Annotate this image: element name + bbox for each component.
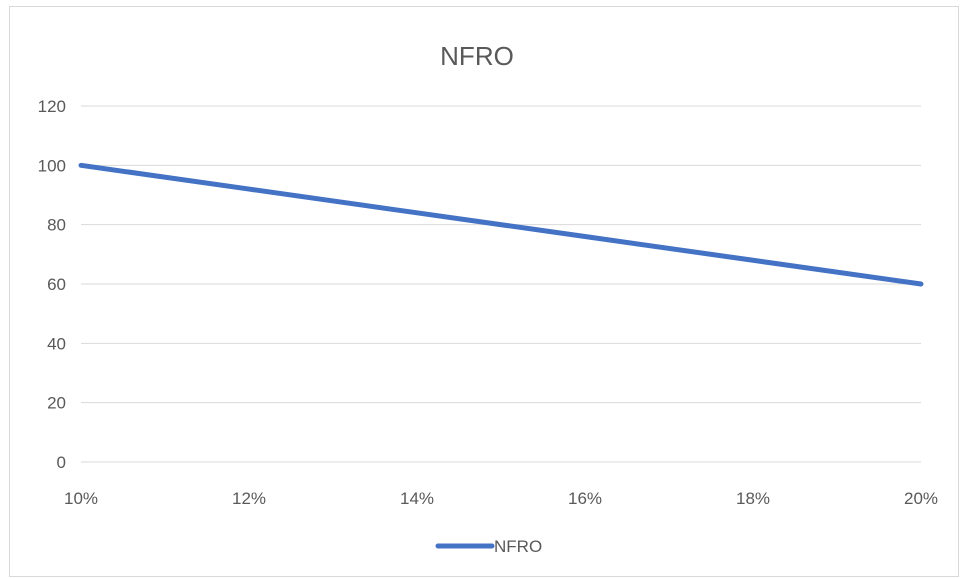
y-tick-label: 80	[47, 216, 66, 235]
y-axis-tick-labels: 0 20 40 60 80 100 120	[38, 97, 66, 472]
x-tick-label: 12%	[232, 489, 266, 508]
y-tick-label: 20	[47, 394, 66, 413]
y-tick-label: 100	[38, 156, 66, 175]
x-tick-label: 10%	[64, 489, 98, 508]
gridlines	[81, 105, 921, 463]
legend-label-nfro: NFRO	[494, 537, 542, 556]
y-tick-label: 40	[47, 334, 66, 353]
chart-title: NFRO	[440, 41, 514, 71]
series-layer	[78, 162, 924, 287]
chart-frame: NFRO 0 20 40 60 80 100 120 10% 12% 14% 16% 18% 20% …	[9, 6, 959, 577]
x-tick-label: 16%	[568, 489, 602, 508]
y-tick-label: 60	[47, 275, 66, 294]
y-tick-label: 0	[57, 453, 66, 472]
series-line-nfro	[78, 162, 924, 287]
x-tick-label: 14%	[400, 489, 434, 508]
x-tick-label: 18%	[736, 489, 770, 508]
x-tick-label: 20%	[904, 489, 938, 508]
x-axis-tick-labels: 10% 12% 14% 16% 18% 20%	[64, 489, 938, 508]
y-tick-label: 120	[38, 97, 66, 116]
legend: NFRO	[435, 537, 542, 556]
